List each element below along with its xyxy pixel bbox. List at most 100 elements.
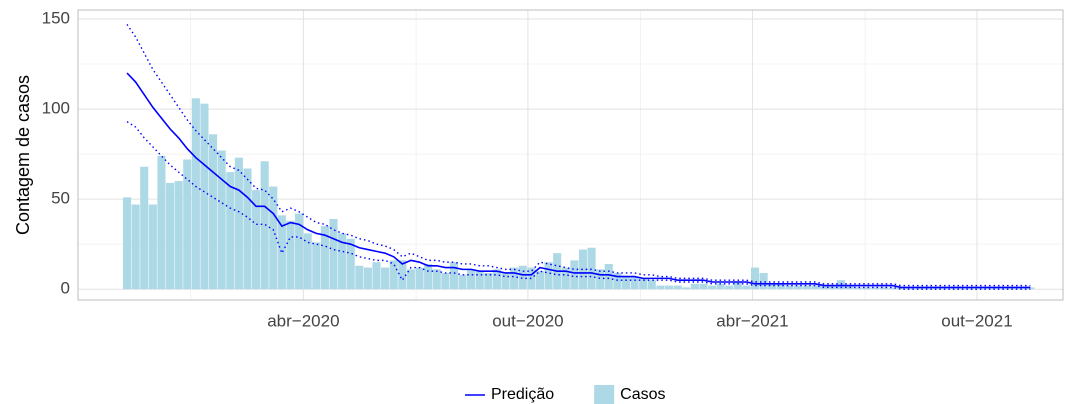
bar: [260, 161, 269, 290]
bar: [501, 272, 510, 290]
bar: [475, 271, 484, 290]
bar: [682, 287, 691, 290]
bar: [742, 285, 751, 290]
bar: [329, 218, 338, 290]
bar: [991, 287, 1000, 290]
legend-swatch: [594, 385, 615, 404]
bar: [432, 269, 441, 290]
bar: [510, 267, 519, 290]
bar: [880, 287, 889, 290]
bar: [802, 285, 811, 290]
y-tick-label: 50: [51, 189, 70, 208]
bar: [914, 287, 923, 290]
x-tick-label: out−2021: [941, 311, 1012, 330]
x-tick-label: abr−2020: [267, 311, 339, 330]
bar: [458, 274, 467, 290]
bar: [209, 134, 218, 290]
bar: [948, 287, 957, 290]
bar: [940, 287, 949, 290]
bar: [544, 262, 553, 290]
bar: [733, 281, 742, 290]
bar: [166, 182, 175, 290]
bar: [871, 287, 880, 290]
bar: [269, 186, 278, 290]
bar: [647, 280, 656, 290]
bar: [535, 271, 545, 290]
y-tick-label: 150: [42, 8, 70, 27]
bar: [338, 233, 347, 290]
bar: [200, 103, 209, 290]
bar: [234, 157, 243, 290]
bar: [604, 263, 613, 290]
bar: [905, 287, 914, 290]
bar: [983, 287, 992, 290]
bar: [140, 166, 149, 290]
bar: [303, 233, 312, 290]
bar: [656, 285, 665, 290]
bar: [131, 204, 140, 290]
bar: [372, 262, 381, 290]
bar: [122, 197, 132, 290]
bar: [561, 267, 570, 290]
bar: [673, 285, 682, 290]
bar: [931, 287, 940, 290]
bar: [811, 285, 820, 290]
bar: [381, 267, 390, 290]
bar: [355, 265, 364, 290]
bar: [888, 287, 897, 290]
bar: [527, 267, 536, 290]
bar: [252, 190, 261, 290]
bar: [759, 272, 768, 290]
bar: [776, 283, 785, 290]
bar: [174, 181, 183, 290]
line: [126, 72, 1031, 289]
bar: [768, 283, 777, 290]
bar: [707, 285, 717, 290]
y-tick-label: 100: [42, 99, 70, 118]
bar: [596, 269, 605, 290]
bar: [1009, 287, 1018, 290]
bar: [587, 247, 596, 290]
bar: [785, 285, 794, 290]
bar: [716, 283, 725, 290]
bar: [854, 287, 863, 290]
bar: [793, 285, 803, 290]
bar: [363, 267, 372, 290]
bar: [217, 150, 226, 290]
bar: [621, 276, 631, 290]
bar: [441, 272, 450, 290]
bar: [312, 242, 321, 290]
bar: [389, 260, 398, 290]
bar: [690, 283, 699, 290]
bar: [699, 283, 708, 290]
bar: [664, 285, 674, 290]
bar: [966, 287, 975, 290]
bar: [295, 213, 304, 290]
x-tick-label: abr−2021: [716, 311, 788, 330]
bar: [837, 280, 846, 290]
bar: [243, 168, 252, 290]
legend-label: Casos: [620, 386, 665, 403]
bar: [183, 159, 192, 290]
bar: [415, 267, 424, 290]
y-axis-title: Contagem de casos: [13, 75, 33, 235]
bar: [630, 276, 639, 290]
bar: [570, 260, 579, 290]
y-tick-label: 0: [61, 279, 70, 298]
bar: [1017, 287, 1026, 290]
x-tick-label: out−2020: [492, 311, 563, 330]
bar: [1000, 287, 1009, 290]
bar: [346, 238, 355, 290]
bar: [226, 172, 235, 290]
bar: [1026, 287, 1035, 290]
bar: [467, 269, 476, 290]
bar: [320, 226, 329, 290]
bar: [484, 272, 493, 290]
bar: [897, 287, 906, 290]
bar: [613, 272, 622, 290]
bar: [518, 265, 527, 290]
bar: [974, 287, 983, 290]
bar: [398, 260, 407, 290]
bar: [639, 278, 648, 290]
